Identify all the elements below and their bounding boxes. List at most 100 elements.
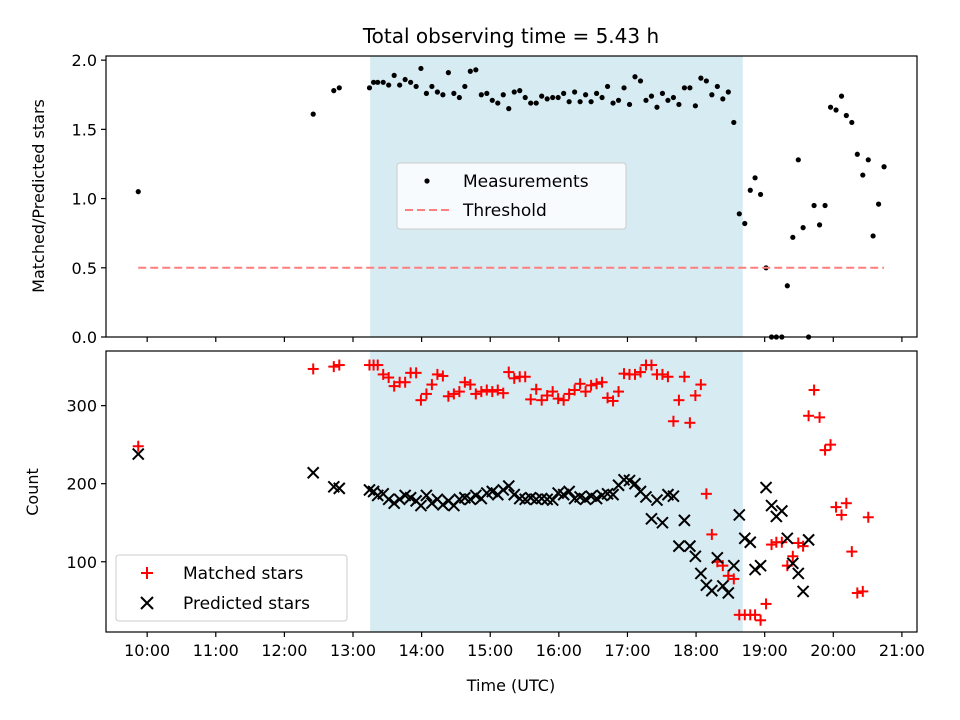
matched-point bbox=[475, 386, 487, 398]
matched-point bbox=[656, 368, 668, 380]
measurement-point bbox=[827, 104, 834, 110]
x-tick-label: 20:00 bbox=[810, 641, 856, 660]
matched-point bbox=[689, 389, 701, 401]
panel-bottom: 100 200 300 10:00 11:00 12:00 13:00 14:00 15:00… bbox=[23, 350, 925, 695]
matched-point bbox=[684, 417, 696, 429]
x-tick-label: 10:00 bbox=[124, 641, 170, 660]
predicted-point bbox=[689, 550, 702, 563]
matched-point bbox=[585, 379, 597, 391]
measurement-point bbox=[670, 94, 677, 101]
measurement-point bbox=[665, 97, 671, 103]
y-tick-label: 0.0 bbox=[72, 328, 97, 347]
legend-label-threshold: Threshold bbox=[462, 201, 547, 221]
matched-point bbox=[695, 379, 707, 391]
predicted-point bbox=[672, 539, 686, 553]
predicted-point bbox=[387, 497, 401, 510]
predicted-point bbox=[733, 508, 746, 522]
measurement-point bbox=[648, 93, 655, 99]
measurement-point bbox=[391, 72, 397, 78]
measurement-point bbox=[583, 92, 589, 98]
measurement-point bbox=[833, 107, 839, 113]
predicted-point bbox=[508, 488, 521, 501]
measurement-point bbox=[736, 211, 742, 217]
measurement-point bbox=[517, 88, 523, 94]
matched-point bbox=[410, 367, 422, 379]
measurement-point bbox=[522, 94, 528, 101]
legend-label-predicted: Predicted stars bbox=[183, 594, 310, 614]
measurement-point bbox=[615, 97, 622, 103]
measurement-point bbox=[408, 79, 414, 85]
predicted-point bbox=[546, 493, 559, 507]
predicted-point bbox=[748, 563, 762, 576]
matched-point bbox=[760, 598, 772, 610]
measurement-point bbox=[610, 100, 616, 106]
predicted-point bbox=[650, 493, 664, 507]
measurement-point bbox=[484, 90, 490, 96]
x-tick-label: 18:00 bbox=[673, 641, 719, 660]
measurement-point bbox=[800, 225, 806, 231]
matched-point bbox=[706, 528, 718, 540]
x-tick-label: 16:00 bbox=[536, 641, 582, 660]
matched-point bbox=[431, 368, 443, 380]
y-axis-bottom: 100 200 300 bbox=[66, 397, 106, 572]
y-tick-label: 100 bbox=[66, 553, 97, 572]
measurement-point bbox=[478, 92, 484, 98]
matched-point bbox=[613, 386, 625, 398]
measurement-point bbox=[429, 83, 435, 90]
matched-point bbox=[851, 587, 863, 599]
measurement-point bbox=[310, 111, 316, 117]
matched-point bbox=[415, 394, 427, 406]
measurement-point bbox=[757, 191, 764, 198]
matched-point bbox=[569, 384, 581, 396]
predicted-point bbox=[562, 485, 576, 498]
measurement-point bbox=[843, 112, 849, 119]
predicted-point bbox=[307, 466, 320, 479]
y-tick-label: 0.5 bbox=[72, 259, 97, 278]
predicted-point bbox=[694, 567, 708, 580]
measurement-point bbox=[731, 119, 737, 126]
y-tick-label: 200 bbox=[66, 475, 97, 494]
predicted-point bbox=[502, 479, 515, 493]
predicted-point bbox=[722, 586, 735, 600]
chart-title: Total observing time = 5.43 h bbox=[362, 24, 659, 48]
measurement-point bbox=[654, 104, 660, 110]
measurement-point bbox=[375, 79, 381, 85]
legend-bottom: Matched stars Predicted stars bbox=[115, 554, 348, 622]
matched-point bbox=[825, 439, 837, 451]
x-tick-label: 21:00 bbox=[879, 641, 925, 660]
measurement-point bbox=[747, 187, 753, 193]
predicted-point bbox=[738, 532, 751, 545]
x-tick-label: 11:00 bbox=[193, 641, 239, 660]
y-tick-label: 1.5 bbox=[72, 120, 97, 139]
measurement-point bbox=[544, 96, 550, 102]
measurement-point bbox=[572, 89, 578, 95]
measurement-point bbox=[511, 89, 517, 95]
panel-top: 0.00.51.01.52.0 Matched/Predicted stars … bbox=[29, 51, 918, 347]
predicted-point bbox=[802, 533, 815, 547]
x-axis-label: Time (UTC) bbox=[466, 676, 555, 695]
matched-point bbox=[508, 372, 520, 384]
predicted-point bbox=[683, 539, 697, 553]
measurement-point bbox=[725, 89, 731, 95]
measurement-point bbox=[135, 189, 141, 195]
measurement-point bbox=[742, 220, 748, 227]
predicted-point bbox=[333, 482, 346, 495]
measurement-point bbox=[698, 75, 704, 81]
x-axis-bottom: 10:00 11:00 12:00 13:00 14:00 15:00 16:00 17:00… bbox=[124, 632, 925, 660]
measurement-point bbox=[604, 83, 611, 90]
measurement-point bbox=[676, 101, 682, 108]
measurement-point bbox=[331, 88, 337, 94]
y-axis-label-bottom: Count bbox=[23, 468, 42, 516]
matched-point bbox=[808, 384, 820, 396]
matched-point bbox=[574, 378, 586, 390]
measurement-point bbox=[386, 82, 392, 88]
measurement-point bbox=[495, 100, 501, 106]
legend-box-top bbox=[396, 162, 627, 230]
matched-point bbox=[536, 394, 548, 406]
measurement-point bbox=[599, 94, 605, 101]
measurement-point bbox=[539, 93, 545, 99]
matched-point bbox=[558, 394, 570, 406]
measurement-point bbox=[588, 99, 594, 105]
measurement-point bbox=[714, 83, 720, 90]
predicted-point bbox=[716, 579, 730, 593]
